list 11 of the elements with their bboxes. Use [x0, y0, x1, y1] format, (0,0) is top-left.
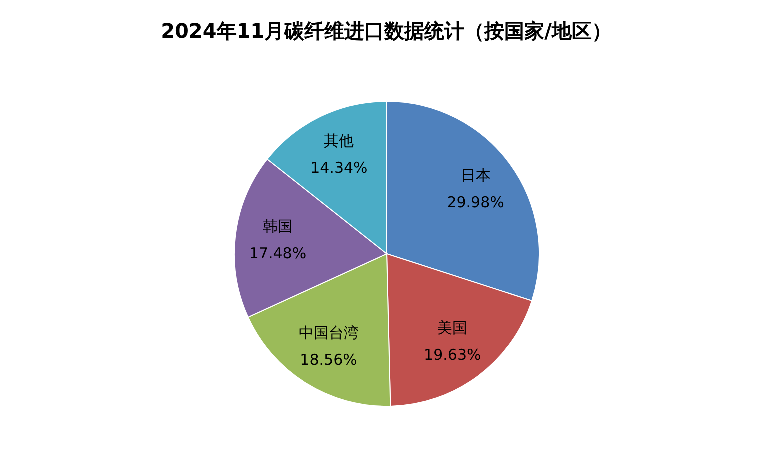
slice-label: 美国	[438, 318, 468, 337]
data-label: 14.34%	[310, 159, 368, 178]
data-label: 17.48%	[249, 244, 307, 263]
slice-label: 中国台湾	[298, 324, 359, 342]
slice-label: 其他	[324, 132, 354, 150]
data-label: 18.56%	[300, 350, 358, 369]
slice-label: 韩国	[262, 218, 293, 236]
chart-title: 2024年11月碳纤维进口数据统计（按国家/地区）	[160, 18, 613, 45]
slice-label: 日本	[460, 166, 491, 184]
data-label: 19.63%	[424, 346, 482, 364]
data-label: 29.98%	[447, 193, 504, 212]
